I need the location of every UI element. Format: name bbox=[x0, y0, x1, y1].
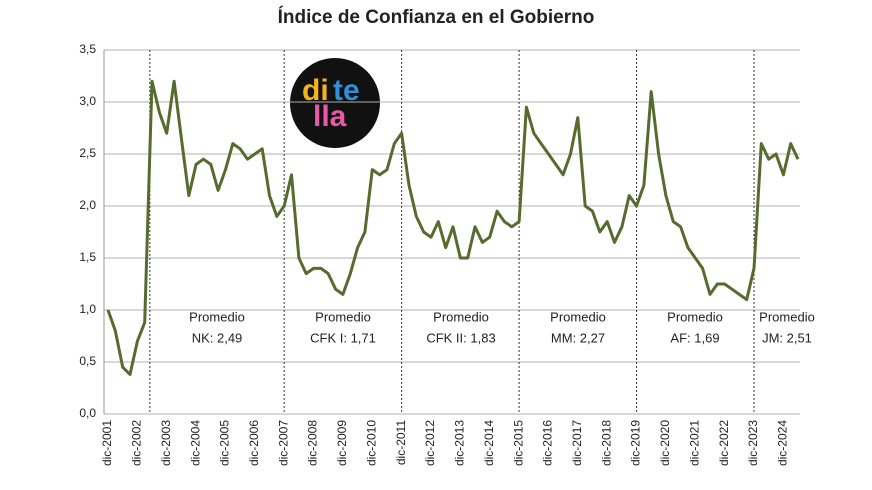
y-tick-label: 2,0 bbox=[79, 198, 96, 212]
x-tick-label: dic-2005 bbox=[218, 420, 232, 466]
x-tick-label: dic-2022 bbox=[717, 420, 731, 466]
chart-title: Índice de Confianza en el Gobierno bbox=[278, 6, 595, 28]
x-tick-label: dic-2020 bbox=[658, 420, 672, 466]
logo: di te lla bbox=[290, 58, 380, 148]
data-line bbox=[106, 79, 800, 376]
annotation: Promedio bbox=[550, 309, 606, 324]
annotation: Promedio bbox=[189, 309, 245, 324]
x-tick-label: dic-2004 bbox=[188, 420, 202, 466]
x-tick-label: dic-2024 bbox=[776, 420, 790, 466]
x-tick-label: dic-2008 bbox=[306, 420, 320, 466]
annotation: Promedio bbox=[433, 309, 489, 324]
x-tick-label: dic-2015 bbox=[511, 420, 525, 466]
y-tick-label: 0,5 bbox=[79, 354, 96, 368]
x-tick-label: dic-2019 bbox=[629, 420, 643, 466]
x-tick-label: dic-2023 bbox=[746, 420, 760, 466]
x-tick-label: dic-2006 bbox=[247, 420, 261, 466]
x-tick-label: dic-2014 bbox=[482, 420, 496, 466]
logo-text: di bbox=[302, 74, 329, 107]
y-tick-label: 0,0 bbox=[79, 406, 96, 420]
logo-text: lla bbox=[313, 100, 347, 133]
y-tick-label: 3,0 bbox=[79, 94, 96, 108]
annotation: Promedio bbox=[315, 309, 371, 324]
x-tick-label: dic-2013 bbox=[453, 420, 467, 466]
x-tick-label: dic-2003 bbox=[159, 420, 173, 466]
annotation: CFK I: 1,71 bbox=[310, 330, 376, 345]
annotation: NK: 2,49 bbox=[192, 330, 243, 345]
x-tick-label: dic-2011 bbox=[394, 420, 408, 465]
x-tick-label: dic-2002 bbox=[130, 420, 144, 466]
x-tick-label: dic-2009 bbox=[335, 420, 349, 466]
x-tick-label: dic-2018 bbox=[599, 420, 613, 466]
y-tick-label: 2,5 bbox=[79, 146, 96, 160]
x-tick-label: dic-2010 bbox=[364, 420, 378, 466]
logo-text: te bbox=[333, 74, 360, 107]
y-tick-label: 1,0 bbox=[79, 302, 96, 316]
annotation: CFK II: 1,83 bbox=[426, 330, 495, 345]
y-tick-label: 1,5 bbox=[79, 250, 96, 264]
logo-circle bbox=[290, 58, 380, 148]
x-tick-label: dic-2016 bbox=[541, 420, 555, 466]
x-tick-label: dic-2012 bbox=[423, 420, 437, 466]
x-tick-label: dic-2021 bbox=[687, 420, 701, 466]
annotation: AF: 1,69 bbox=[670, 330, 719, 345]
annotation: Promedio bbox=[667, 309, 723, 324]
annotation: Promedio bbox=[759, 309, 815, 324]
x-tick-label: dic-2007 bbox=[276, 420, 290, 466]
x-tick-label: dic-2001 bbox=[100, 420, 114, 466]
y-tick-label: 3,5 bbox=[79, 42, 96, 56]
x-tick-label: dic-2017 bbox=[570, 420, 584, 466]
annotation: MM: 2,27 bbox=[551, 330, 605, 345]
annotation: JM: 2,51 bbox=[762, 330, 812, 345]
